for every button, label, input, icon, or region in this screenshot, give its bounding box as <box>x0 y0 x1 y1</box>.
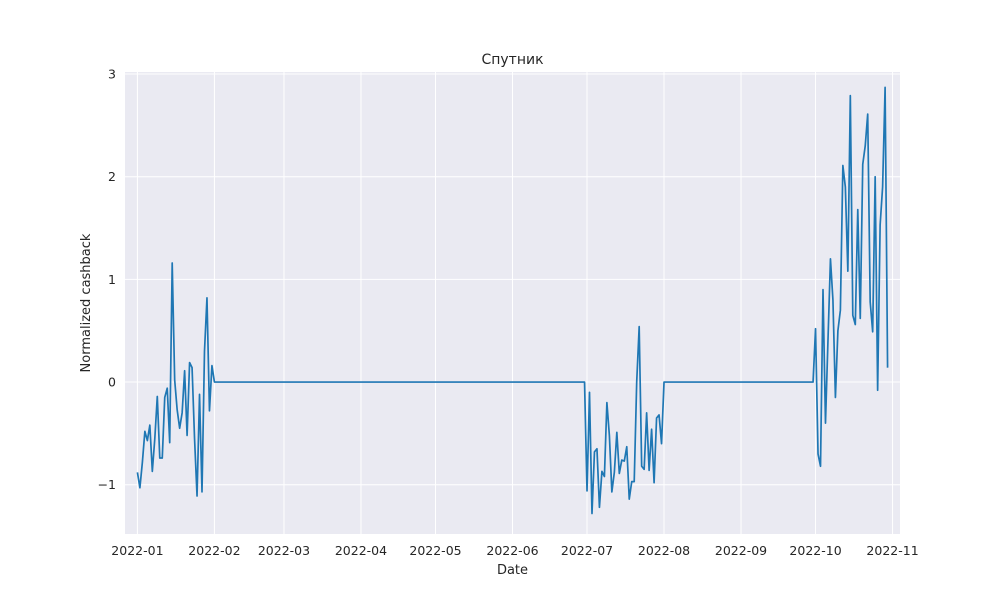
x-axis-label: Date <box>497 563 528 578</box>
x-tick-label: 2022-11 <box>866 543 918 558</box>
x-tick-label: 2022-01 <box>111 543 163 558</box>
x-tick-label: 2022-08 <box>638 543 690 558</box>
chart-title: Спутник <box>481 52 543 68</box>
x-tick-label: 2022-02 <box>188 543 240 558</box>
x-tick-label: 2022-09 <box>715 543 767 558</box>
series-line <box>136 86 889 515</box>
y-axis-ticks: −1 0 1 2 3 <box>98 67 116 493</box>
x-axis-ticks: 2022-01 2022-02 2022-03 2022-04 2022-05 2022-… <box>111 543 918 558</box>
x-tick-label: 2022-04 <box>335 543 387 558</box>
x-tick-label: 2022-05 <box>409 543 461 558</box>
x-tick-label: 2022-06 <box>486 543 538 558</box>
y-tick-label: −1 <box>98 477 116 492</box>
gridlines <box>125 72 900 534</box>
x-tick-label: 2022-03 <box>258 543 310 558</box>
y-tick-label: 3 <box>108 67 116 82</box>
y-axis-label: Normalized cashback <box>79 233 94 372</box>
y-tick-label: 1 <box>108 272 116 287</box>
series-group <box>136 86 889 515</box>
x-tick-label: 2022-10 <box>789 543 841 558</box>
y-tick-label: 0 <box>108 375 116 390</box>
y-tick-label: 2 <box>108 169 116 184</box>
x-tick-label: 2022-07 <box>561 543 613 558</box>
